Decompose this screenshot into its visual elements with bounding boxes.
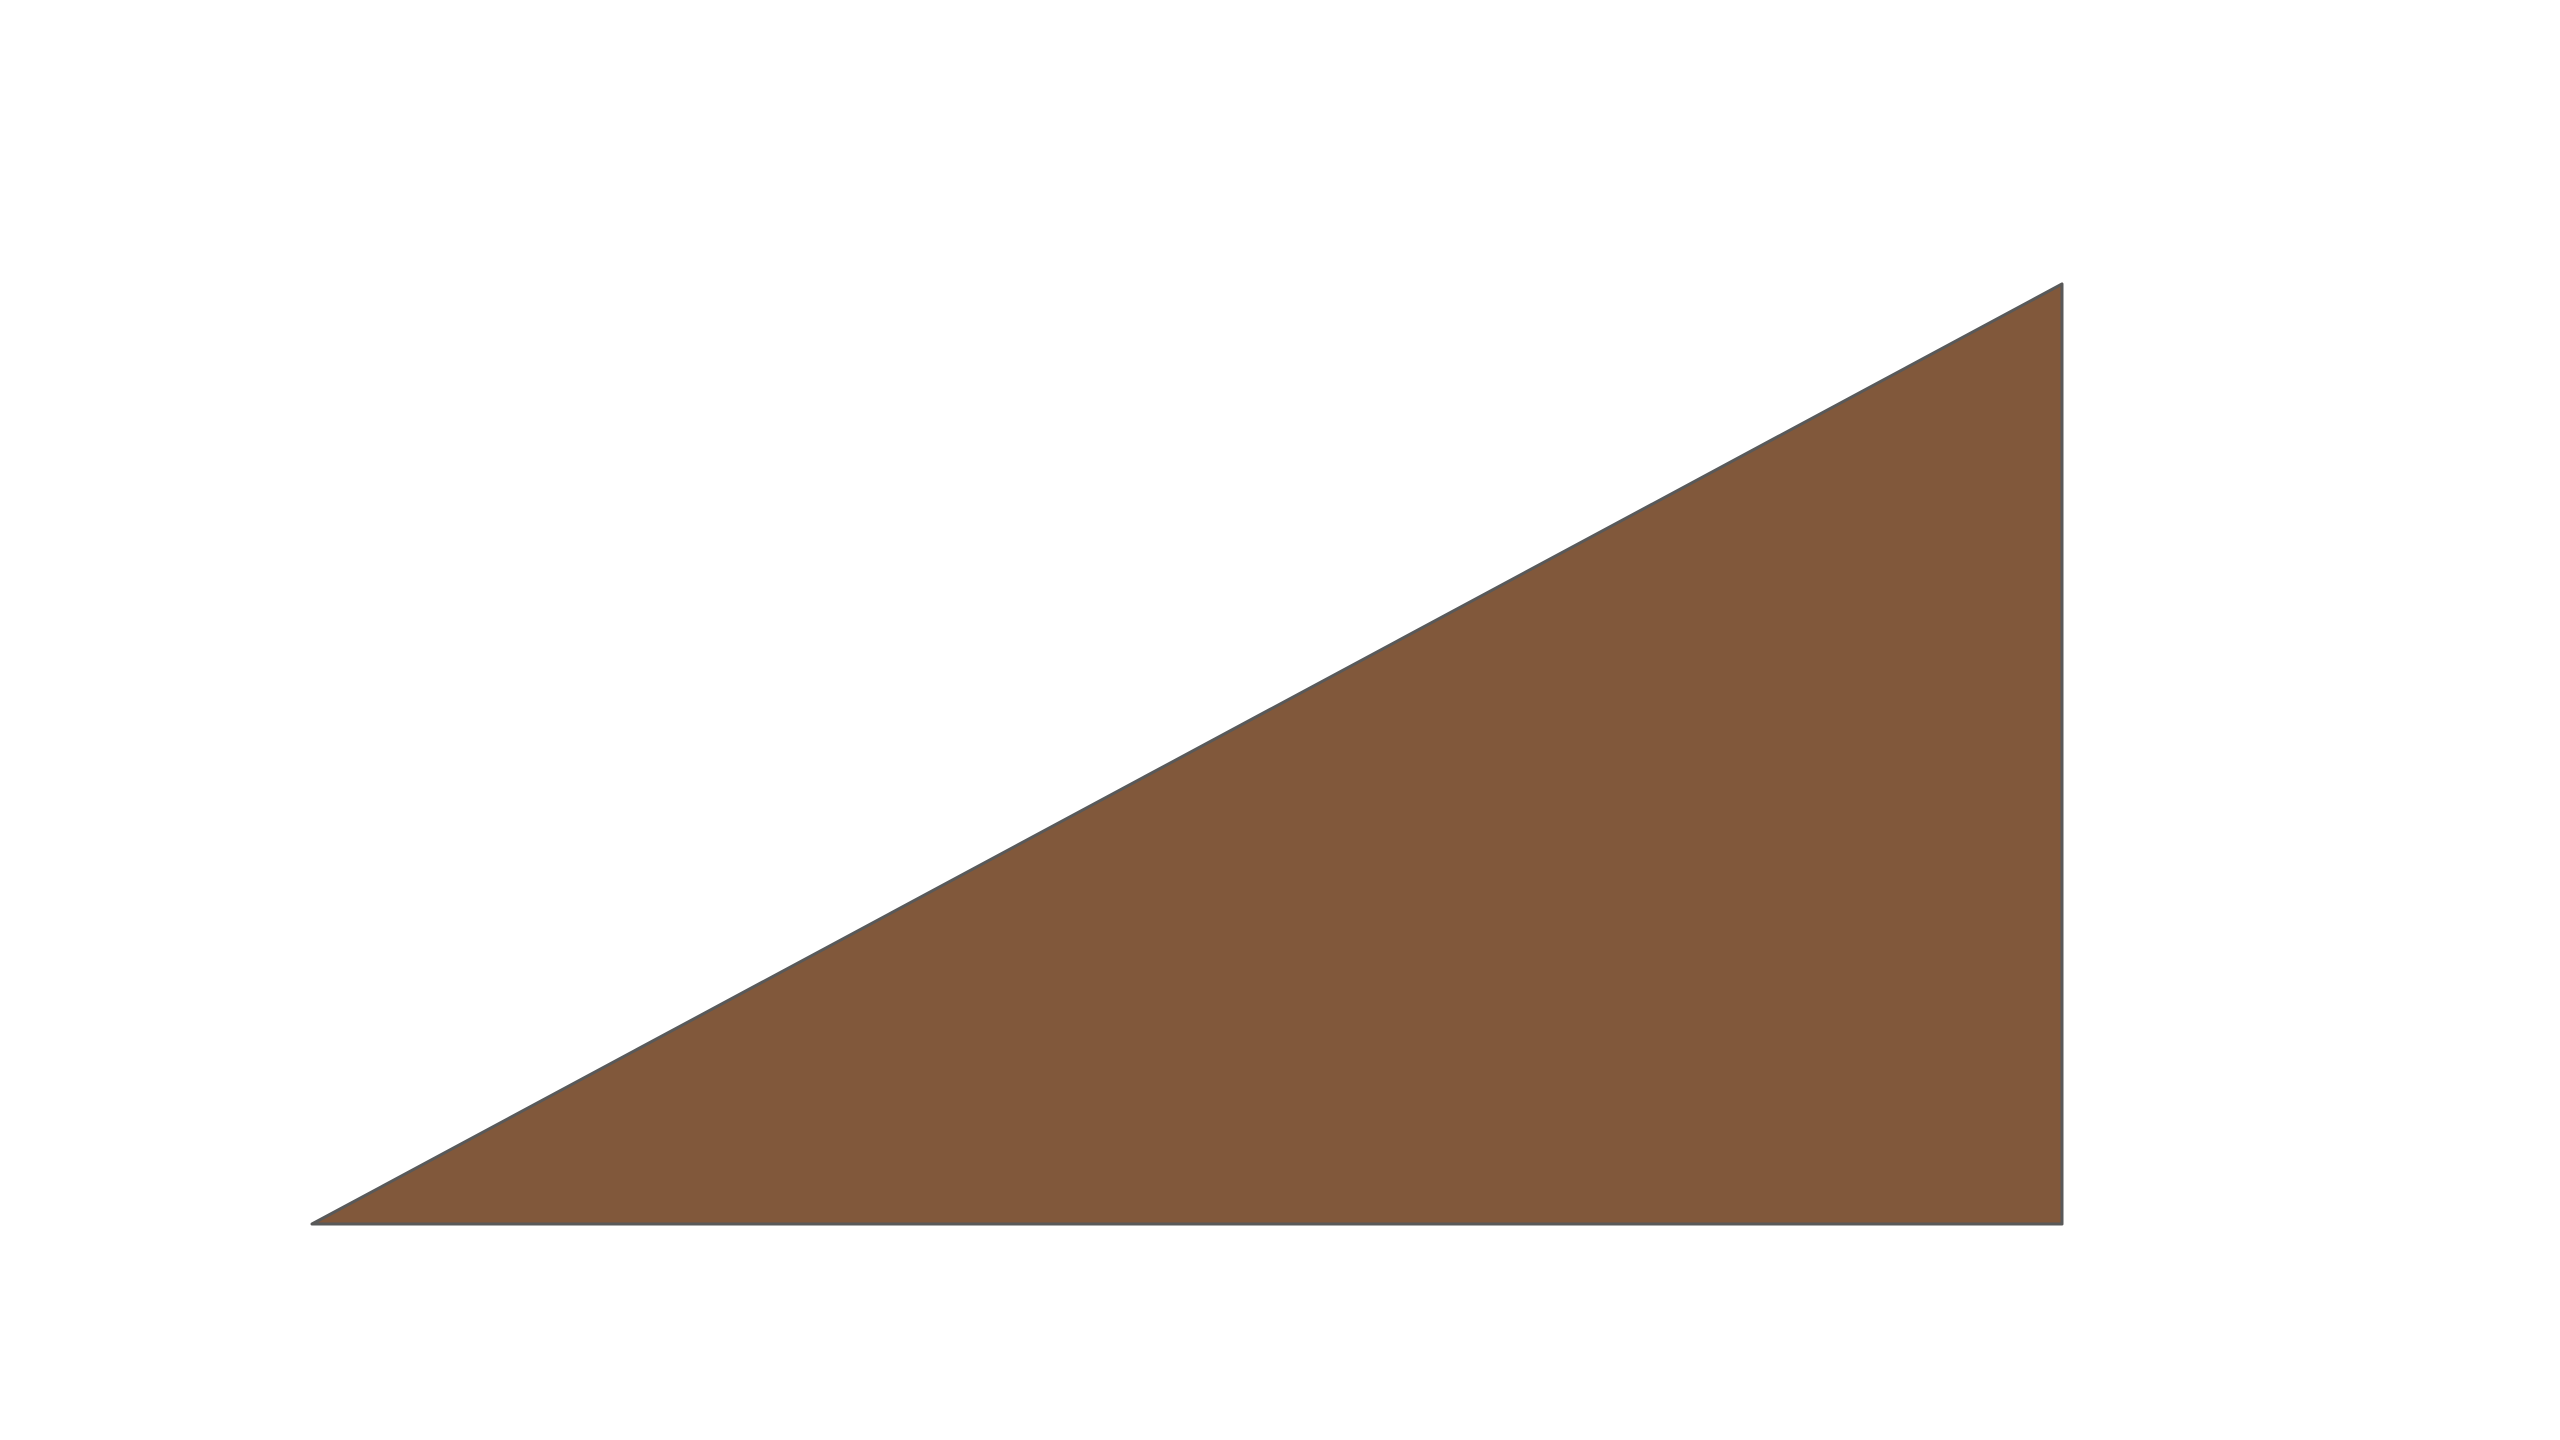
right-triangle-shape[interactable] <box>310 282 2064 1226</box>
